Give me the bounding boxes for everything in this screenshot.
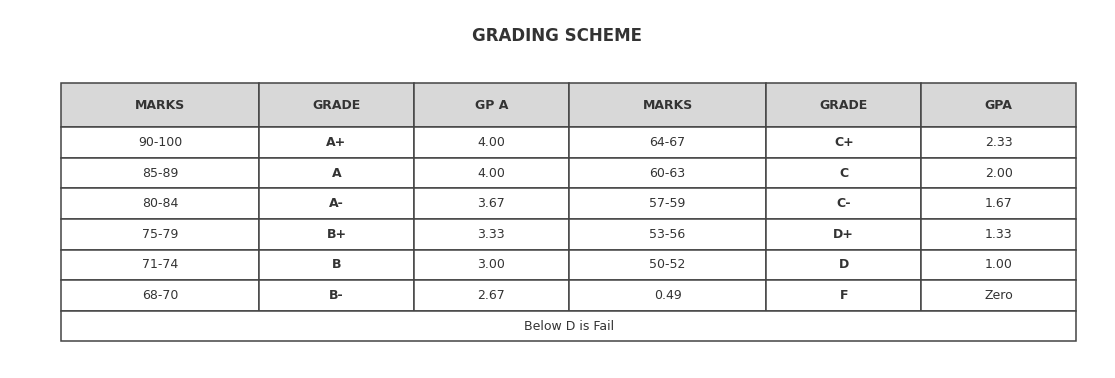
Text: B+: B+ [327,228,347,241]
Bar [569,158,766,188]
Text: 2.33: 2.33 [985,136,1012,149]
Text: 64-67: 64-67 [649,136,686,149]
Text: 1.33: 1.33 [985,228,1012,241]
Bar [921,83,1076,127]
Bar [569,188,766,219]
Bar [414,83,569,127]
Bar [259,158,414,188]
Bar [61,83,259,127]
Bar [766,83,921,127]
Bar [569,219,766,249]
Bar [414,188,569,219]
Text: 2.00: 2.00 [985,167,1012,180]
Text: 3.33: 3.33 [477,228,505,241]
Text: GP A: GP A [475,99,508,112]
Text: F: F [840,289,849,302]
Text: A+: A+ [327,136,347,149]
Text: MARKS: MARKS [135,99,185,112]
Text: 4.00: 4.00 [477,167,505,180]
Text: C: C [840,167,849,180]
Text: 4.00: 4.00 [477,136,505,149]
Text: GRADING SCHEME: GRADING SCHEME [473,27,642,45]
Text: C+: C+ [834,136,854,149]
Bar [921,280,1076,311]
Text: 3.67: 3.67 [477,197,505,210]
Bar [61,219,259,249]
Bar [259,280,414,311]
Text: 1.00: 1.00 [985,259,1012,271]
Bar [921,127,1076,158]
Bar [414,219,569,249]
Text: 68-70: 68-70 [142,289,178,302]
Bar [61,127,259,158]
Bar [766,219,921,249]
Bar [414,158,569,188]
Bar [259,127,414,158]
Bar [259,219,414,249]
Text: D+: D+ [833,228,854,241]
Bar [921,249,1076,280]
Text: 71-74: 71-74 [142,259,178,271]
Text: GPA: GPA [985,99,1012,112]
Bar [766,249,921,280]
Bar [61,158,259,188]
Text: A-: A- [329,197,343,210]
Bar [921,158,1076,188]
Bar [61,311,1076,341]
Bar [569,249,766,280]
Text: B: B [332,259,341,271]
Bar [259,83,414,127]
Text: 50-52: 50-52 [649,259,686,271]
Bar [569,83,766,127]
Text: 3.00: 3.00 [477,259,505,271]
Text: 60-63: 60-63 [649,167,686,180]
Text: 57-59: 57-59 [649,197,686,210]
Bar [921,219,1076,249]
Text: D: D [838,259,849,271]
Text: 90-100: 90-100 [138,136,183,149]
Bar [259,249,414,280]
Text: 53-56: 53-56 [649,228,686,241]
Bar [569,127,766,158]
Bar [766,158,921,188]
Text: Below D is Fail: Below D is Fail [524,320,613,333]
Bar [61,249,259,280]
Text: 80-84: 80-84 [142,197,178,210]
Bar [61,280,259,311]
Bar [569,280,766,311]
Text: 75-79: 75-79 [142,228,178,241]
Text: A: A [331,167,341,180]
Text: GRADE: GRADE [820,99,867,112]
Bar [414,280,569,311]
Text: 2.67: 2.67 [477,289,505,302]
Bar [766,127,921,158]
Text: 1.67: 1.67 [985,197,1012,210]
Text: GRADE: GRADE [312,99,360,112]
Bar [259,188,414,219]
Text: 0.49: 0.49 [653,289,681,302]
Text: B-: B- [329,289,343,302]
Text: C-: C- [836,197,851,210]
Text: Zero: Zero [985,289,1012,302]
Text: 85-89: 85-89 [142,167,178,180]
Text: MARKS: MARKS [642,99,692,112]
Bar [766,280,921,311]
Bar [414,127,569,158]
Bar [921,188,1076,219]
Bar [414,249,569,280]
Bar [61,188,259,219]
Bar [766,188,921,219]
